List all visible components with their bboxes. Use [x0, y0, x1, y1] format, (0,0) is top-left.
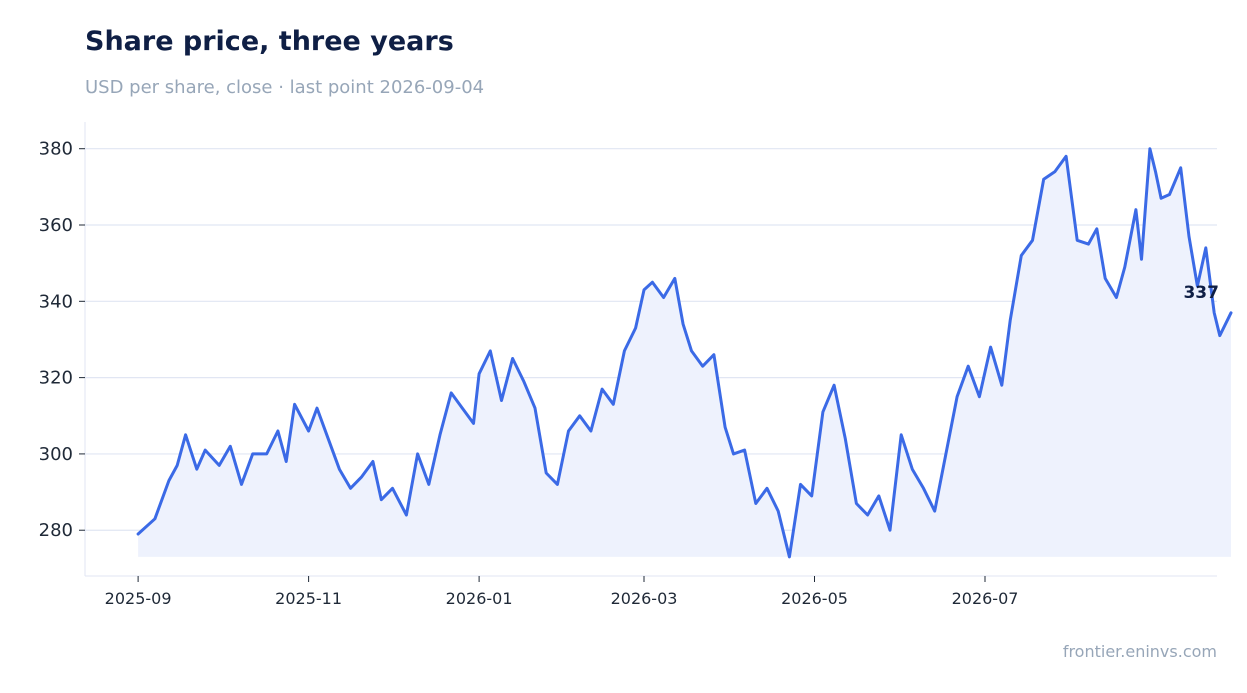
y-tick-label: 300 [39, 444, 73, 465]
x-tick-label: 2026-01 [446, 589, 513, 608]
y-tick-label: 380 [39, 139, 73, 160]
chart-subtitle: USD per share, close · last point 2026-0… [85, 77, 485, 98]
last-value-label: 337 [1183, 283, 1219, 303]
y-tick-label: 280 [39, 520, 73, 541]
chart-title: Share price, three years [85, 26, 454, 57]
x-tick-label: 2025-11 [275, 589, 342, 608]
tick-labels: 280 300 320 340 360 380 2025-09 2025-11 2026-01 2… [39, 139, 1019, 608]
source-credit: frontier.eninvs.com [1062, 642, 1217, 661]
price-area-fill [138, 148, 1232, 557]
y-tick-label: 340 [39, 291, 73, 312]
x-tick-label: 2026-05 [781, 589, 848, 608]
x-tick-label: 2026-07 [952, 589, 1019, 608]
y-tick-label: 360 [39, 215, 73, 236]
x-tick-label: 2025-09 [105, 589, 172, 608]
x-tick-label: 2026-03 [611, 589, 678, 608]
y-tick-label: 320 [39, 368, 73, 389]
axes [84, 122, 1217, 577]
price-line [136, 147, 1233, 559]
